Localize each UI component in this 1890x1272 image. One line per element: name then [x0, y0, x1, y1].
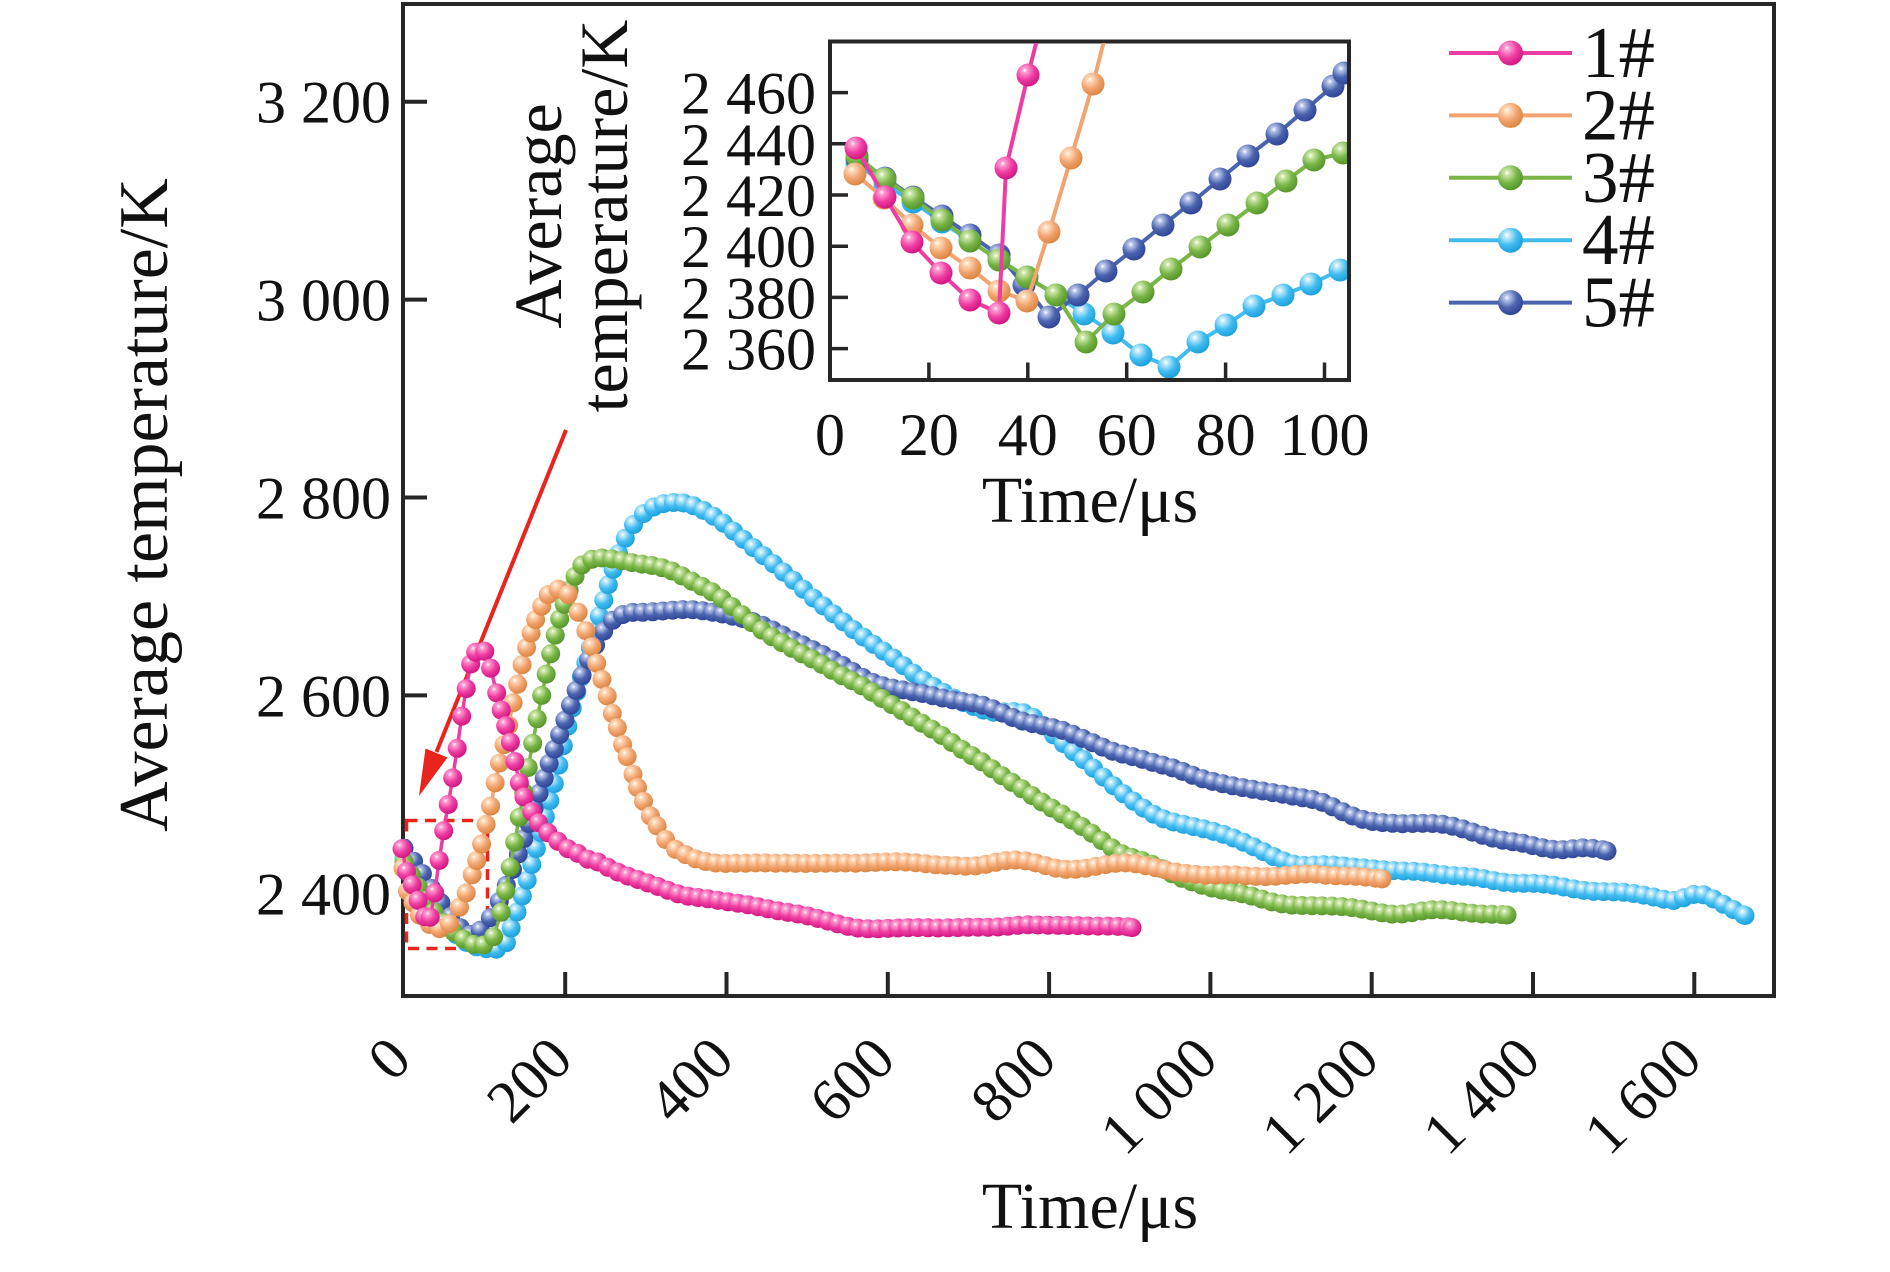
svg-text:Time/μs: Time/μs [982, 1170, 1198, 1243]
svg-text:4#: 4# [1582, 199, 1655, 280]
svg-text:2 380: 2 380 [681, 265, 816, 331]
svg-text:5#: 5# [1582, 262, 1655, 343]
svg-text:40: 40 [998, 402, 1058, 468]
svg-text:3#: 3# [1582, 137, 1655, 218]
svg-text:100: 100 [1280, 402, 1370, 468]
svg-text:2 400: 2 400 [681, 214, 816, 280]
svg-text:2 420: 2 420 [681, 163, 816, 229]
svg-text:0: 0 [815, 402, 845, 468]
svg-text:2 400: 2 400 [256, 861, 391, 927]
svg-text:2#: 2# [1582, 74, 1655, 155]
svg-text:80: 80 [1196, 402, 1256, 468]
svg-text:3 000: 3 000 [256, 268, 391, 334]
svg-text:3 200: 3 200 [256, 70, 391, 136]
svg-text:2 800: 2 800 [256, 466, 391, 532]
svg-text:Average temperature/K: Average temperature/K [106, 178, 183, 832]
svg-text:2 460: 2 460 [681, 61, 816, 127]
svg-text:Average: Average [500, 103, 576, 328]
svg-text:temperature/K: temperature/K [566, 20, 642, 413]
svg-text:Time/μs: Time/μs [982, 464, 1198, 537]
svg-text:2 440: 2 440 [681, 112, 816, 178]
svg-text:60: 60 [1097, 402, 1157, 468]
svg-text:2 360: 2 360 [681, 317, 816, 383]
svg-text:20: 20 [899, 402, 959, 468]
svg-text:2 600: 2 600 [256, 663, 391, 729]
svg-text:1#: 1# [1582, 12, 1655, 93]
